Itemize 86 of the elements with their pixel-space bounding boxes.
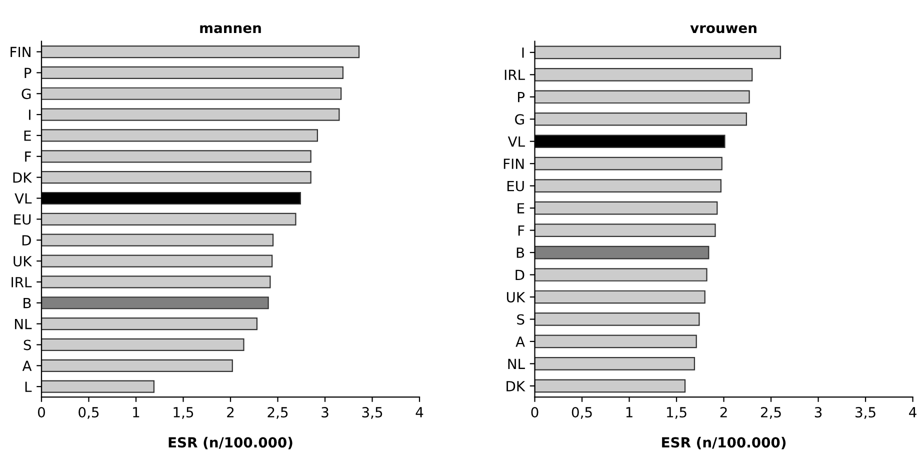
x-axis-title: ESR (n/100.000): [168, 436, 292, 450]
y-tick-label: P: [24, 68, 32, 78]
y-tick-label: DK: [13, 172, 32, 183]
y-tick-label: D: [516, 270, 524, 280]
bar: [534, 201, 718, 215]
x-tick-label: 4: [909, 407, 916, 418]
x-tick-label: 2,5: [268, 407, 288, 419]
bar: [41, 87, 342, 100]
bar: [534, 268, 708, 282]
y-tick-label: E: [518, 203, 524, 214]
bar: [534, 357, 696, 370]
y-tick-label: VL: [14, 193, 32, 204]
bar: [41, 66, 344, 80]
y-tick-label: I: [29, 110, 30, 120]
x-tick-label: 1: [133, 407, 140, 418]
bar: [41, 254, 273, 268]
x-tick-label: 2: [227, 407, 234, 418]
y-tick-label: NL: [508, 358, 525, 369]
bar: [534, 290, 706, 304]
bar: [534, 68, 753, 82]
y-tick-label: P: [518, 92, 525, 102]
bar: [41, 45, 360, 58]
y-tick-label: L: [25, 382, 32, 392]
bar: [41, 108, 340, 121]
bar: [534, 312, 700, 326]
x-tick-label: 0: [38, 407, 45, 418]
bar: [41, 296, 269, 310]
y-tick-label: UK: [14, 256, 32, 266]
y-tick-label: NL: [15, 318, 32, 330]
bar: [534, 379, 686, 393]
x-tick-label: 3: [814, 407, 822, 418]
y-tick-label: S: [517, 314, 524, 325]
bar: [41, 129, 318, 142]
bar: [41, 276, 271, 288]
y-tick-label: S: [24, 340, 31, 350]
x-tick-label: 2: [720, 407, 727, 418]
x-tick-label: 4: [416, 407, 424, 418]
chart-title: mannen: [200, 25, 261, 34]
y-tick-label: A: [516, 336, 525, 347]
y-tick-label: I: [522, 48, 524, 58]
x-tick-label: 2,5: [760, 407, 781, 419]
y-tick-label: E: [24, 130, 31, 141]
y-tick-label: B: [516, 248, 524, 258]
bar: [534, 246, 710, 260]
bar: [41, 150, 312, 163]
y-tick-label: D: [22, 235, 31, 246]
bar: [534, 112, 748, 126]
x-tick-label: 1,5: [667, 407, 686, 419]
y-tick-label: IRL: [504, 70, 525, 80]
bar: [41, 234, 274, 246]
y-tick-label: FIN: [504, 158, 524, 169]
y-tick-label: F: [25, 152, 31, 162]
bar: [41, 212, 296, 226]
bar: [534, 224, 716, 237]
bar: [41, 359, 233, 372]
bar: [41, 171, 312, 184]
y-tick-label: EU: [507, 180, 524, 192]
x-tick-label: 1: [626, 407, 632, 418]
bar: [41, 380, 155, 393]
x-tick-label: 0,5: [78, 407, 99, 419]
bar: [41, 338, 244, 352]
y-tick-label: A: [22, 360, 32, 371]
x-tick-label: 0,5: [572, 407, 592, 419]
x-tick-label: 0: [531, 407, 538, 418]
x-tick-label: 3: [322, 407, 328, 418]
bar: [534, 334, 697, 348]
y-tick-label: VL: [508, 136, 525, 147]
y-tick-label: B: [24, 298, 31, 308]
y-tick-label: FIN: [10, 46, 30, 58]
y-tick-label: DK: [506, 381, 526, 392]
bar: [534, 156, 722, 170]
bar: [534, 46, 782, 60]
y-tick-label: EU: [14, 214, 31, 225]
bar: [534, 90, 750, 104]
x-tick-label: 3,5: [362, 407, 382, 419]
x-tick-label: 3,5: [856, 407, 876, 419]
y-tick-label: G: [515, 114, 524, 125]
y-tick-label: IRL: [12, 277, 32, 288]
bar: [41, 317, 258, 330]
y-tick-label: G: [22, 88, 31, 100]
x-tick-label: 1,5: [174, 407, 194, 419]
chart-title: vrouwen: [690, 25, 756, 34]
bar: [534, 179, 722, 192]
y-tick-label: F: [518, 225, 524, 236]
x-axis-title: ESR (n/100.000): [662, 436, 786, 450]
y-tick-label: UK: [506, 292, 526, 302]
